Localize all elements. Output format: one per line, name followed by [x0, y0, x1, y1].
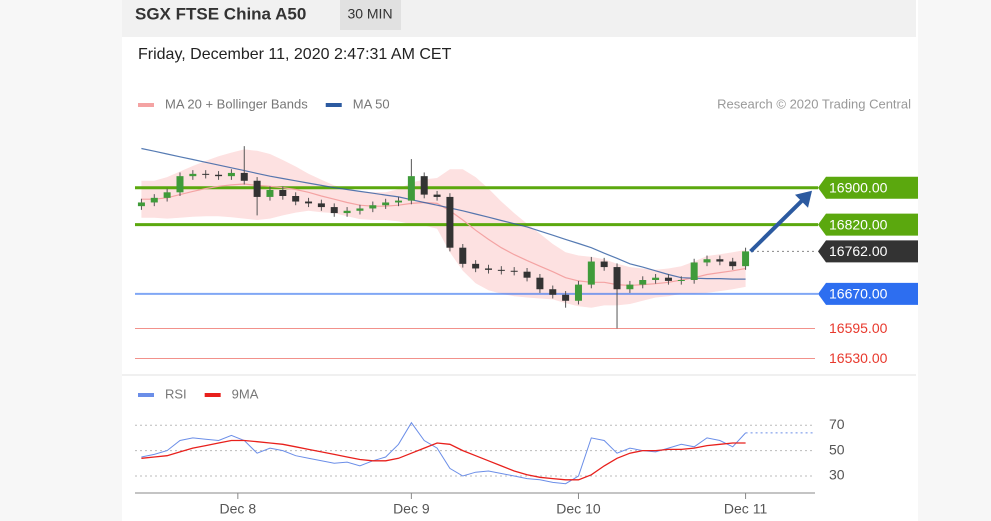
candle-body — [189, 173, 197, 177]
candle-body — [253, 180, 261, 197]
title: SGX FTSE China A50 — [135, 4, 306, 23]
candle-body — [317, 203, 325, 208]
candle-body — [677, 280, 685, 281]
credit: Research © 2020 Trading Central — [717, 96, 911, 111]
candle-body — [240, 172, 248, 181]
date: Friday, December 11, 2020 2:47:31 AM CET — [138, 46, 452, 63]
candle-body — [652, 277, 660, 280]
candle-body — [163, 192, 171, 198]
candle-body — [137, 202, 145, 207]
candle-body — [420, 176, 428, 195]
candle-body — [343, 210, 351, 214]
candle-body — [472, 263, 480, 269]
candle-body — [587, 261, 595, 285]
legend-swatch — [138, 393, 154, 397]
ma-line — [141, 147, 746, 280]
x-tick-label: Dec 9 — [393, 501, 430, 517]
candle-body — [330, 207, 338, 214]
level-label: 16820.00 — [829, 216, 888, 232]
candle-body — [562, 294, 570, 301]
y-tick-label: 30 — [829, 467, 845, 483]
candle-body — [446, 196, 454, 248]
candle-body — [716, 259, 724, 262]
legend-label: MA 50 — [353, 96, 390, 111]
candle-body — [369, 205, 377, 209]
candle-body — [574, 284, 582, 301]
arrow-head — [795, 190, 812, 208]
candle-body — [484, 268, 492, 270]
side-bg — [918, 0, 991, 521]
candle-body — [215, 174, 223, 177]
candle-body — [703, 259, 711, 263]
y-tick-label: 70 — [829, 416, 845, 432]
level-label: 16595.00 — [829, 320, 888, 336]
header-bar — [122, 0, 916, 37]
candle-body — [613, 267, 621, 290]
level-box — [818, 282, 918, 305]
candle-body — [639, 280, 647, 285]
level-label: 16900.00 — [829, 179, 888, 195]
legend-swatch — [138, 103, 154, 107]
level-box — [818, 240, 918, 263]
legend-swatch — [325, 103, 342, 107]
legend-swatch — [204, 393, 221, 397]
level-box — [818, 213, 918, 236]
legend-label: 9MA — [232, 386, 259, 401]
candle-body — [523, 271, 531, 278]
candle-body — [536, 277, 544, 290]
side-bg — [0, 0, 122, 521]
candle-body — [150, 197, 158, 203]
series-line — [141, 421, 746, 485]
legend-label: MA 20 + Bollinger Bands — [165, 96, 308, 111]
candle-body — [356, 208, 364, 211]
y-tick-label: 50 — [829, 441, 845, 457]
x-tick-label: Dec 8 — [220, 501, 257, 517]
candle-body — [510, 270, 518, 272]
level-box — [818, 176, 918, 199]
candle-body — [742, 251, 750, 267]
level-label: 16762.00 — [829, 243, 888, 259]
level-label: 16530.00 — [829, 350, 888, 366]
candle-body — [690, 262, 698, 280]
x-tick-label: Dec 11 — [724, 501, 768, 517]
interval: 30 MIN — [347, 6, 392, 22]
candle-body — [382, 202, 390, 206]
interval-box — [340, 0, 401, 30]
candle-body — [600, 261, 608, 268]
candle-body — [279, 190, 287, 196]
x-tick-label: Dec 10 — [556, 501, 601, 517]
candle-body — [176, 176, 184, 193]
candle-body — [729, 261, 737, 267]
level-label: 16670.00 — [829, 286, 888, 302]
series-line — [141, 439, 746, 481]
candle-body — [549, 289, 557, 295]
projection-arrow — [749, 197, 806, 253]
candle-body — [407, 176, 415, 201]
candle-body — [202, 173, 210, 175]
candle-body — [292, 196, 300, 202]
candle-body — [459, 247, 467, 264]
legend-label: RSI — [165, 386, 187, 401]
candle-body — [433, 194, 441, 197]
candle-body — [626, 284, 634, 290]
candle-body — [395, 200, 403, 203]
candle-body — [227, 172, 235, 177]
candle-body — [497, 269, 505, 271]
candle-body — [664, 277, 672, 281]
candle-body — [266, 190, 274, 197]
candle-body — [305, 201, 313, 204]
